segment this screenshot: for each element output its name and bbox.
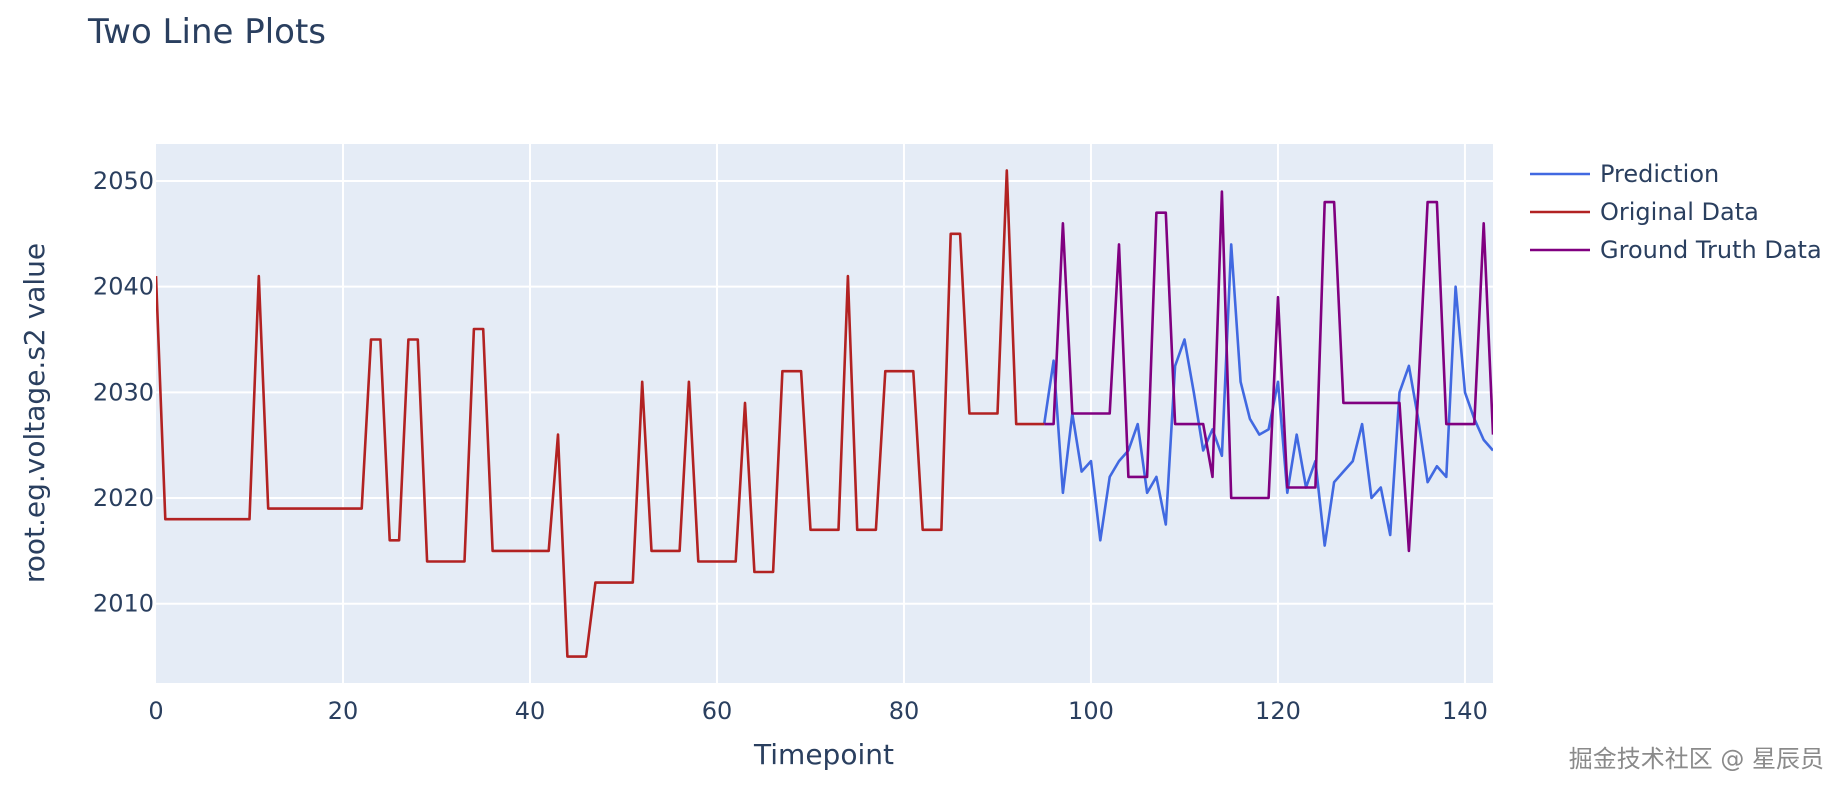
y-tick-label: 2050 — [93, 167, 154, 195]
legend[interactable]: Prediction Original Data Ground Truth Data — [1530, 160, 1822, 264]
y-axis-title: root.eg.voltage.s2 value — [18, 243, 51, 583]
x-tick-label: 120 — [1255, 697, 1301, 725]
x-tick-label: 40 — [515, 697, 546, 725]
y-gridlines — [156, 179, 1493, 605]
x-tick-label: 140 — [1442, 697, 1488, 725]
watermark-text: 掘金技术社区 @ 星辰员 — [1569, 745, 1824, 773]
y-tick-label: 2040 — [93, 273, 154, 301]
x-tick-label: 60 — [702, 697, 733, 725]
series-line-ground-truth-data — [1044, 190, 1493, 553]
y-tick-label: 2010 — [93, 590, 154, 618]
y-tick-label: 2020 — [93, 484, 154, 512]
x-tick-label: 80 — [889, 697, 920, 725]
x-tick-label: 0 — [148, 697, 163, 725]
y-axis-ticks: 2010 2020 2030 2040 2050 — [93, 167, 154, 618]
chart-title: Two Line Plots — [87, 12, 326, 52]
legend-item-ground-truth-data[interactable]: Ground Truth Data — [1530, 236, 1822, 264]
series-line-prediction — [1042, 243, 1493, 547]
legend-item-original-data[interactable]: Original Data — [1530, 198, 1759, 226]
y-tick-label: 2030 — [93, 378, 154, 406]
legend-item-prediction[interactable]: Prediction — [1530, 160, 1719, 188]
legend-label: Prediction — [1600, 160, 1719, 188]
x-axis-ticks: 0 20 40 60 80 100 120 140 — [148, 697, 1487, 725]
series-line-original-data — [156, 169, 1045, 658]
plot-area — [156, 144, 1493, 683]
legend-label: Ground Truth Data — [1600, 236, 1822, 264]
series-layer — [156, 169, 1493, 658]
x-axis-title: Timepoint — [753, 738, 894, 771]
x-tick-label: 100 — [1068, 697, 1114, 725]
legend-label: Original Data — [1600, 198, 1759, 226]
x-tick-label: 20 — [328, 697, 359, 725]
